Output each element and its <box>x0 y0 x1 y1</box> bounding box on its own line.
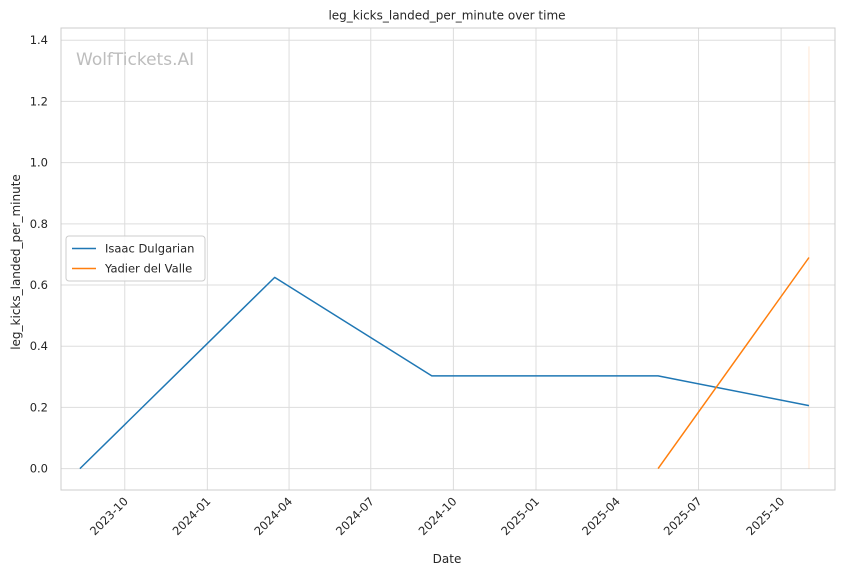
x-axis-label: Date <box>433 552 462 566</box>
y-grid <box>61 39 835 470</box>
y-tick-label: 1.2 <box>30 94 48 108</box>
y-tick-label: 1.0 <box>30 156 48 170</box>
y-tick-label: 0.0 <box>30 462 48 476</box>
watermark: WolfTickets.AI <box>76 50 194 70</box>
legend-label-isaac: Isaac Dulgarian <box>105 242 194 256</box>
series-line-yadier-del-valle <box>657 257 810 470</box>
y-tick-label: 0.4 <box>30 339 48 353</box>
y-tick-label: 1.4 <box>30 33 48 47</box>
y-tick-label: 0.8 <box>30 217 48 231</box>
legend-label-yadier: Yadier del Valle <box>104 262 192 276</box>
plot-frame <box>60 27 836 491</box>
y-axis-label: leg_kicks_landed_per_minute <box>9 174 23 350</box>
y-tick-label: 0.6 <box>30 278 48 292</box>
y-tick-labels: 0.0 0.2 0.4 0.6 0.8 1.0 1.2 1.4 <box>30 33 48 475</box>
x-grid <box>124 28 782 490</box>
y-tick-label: 0.2 <box>30 400 48 414</box>
series-layer <box>79 257 810 470</box>
chart-title: leg_kicks_landed_per_minute over time <box>328 9 565 23</box>
legend: Isaac Dulgarian Yadier del Valle <box>65 235 206 282</box>
series-line-isaac-dulgarian <box>79 276 810 470</box>
legend-box <box>65 235 206 282</box>
